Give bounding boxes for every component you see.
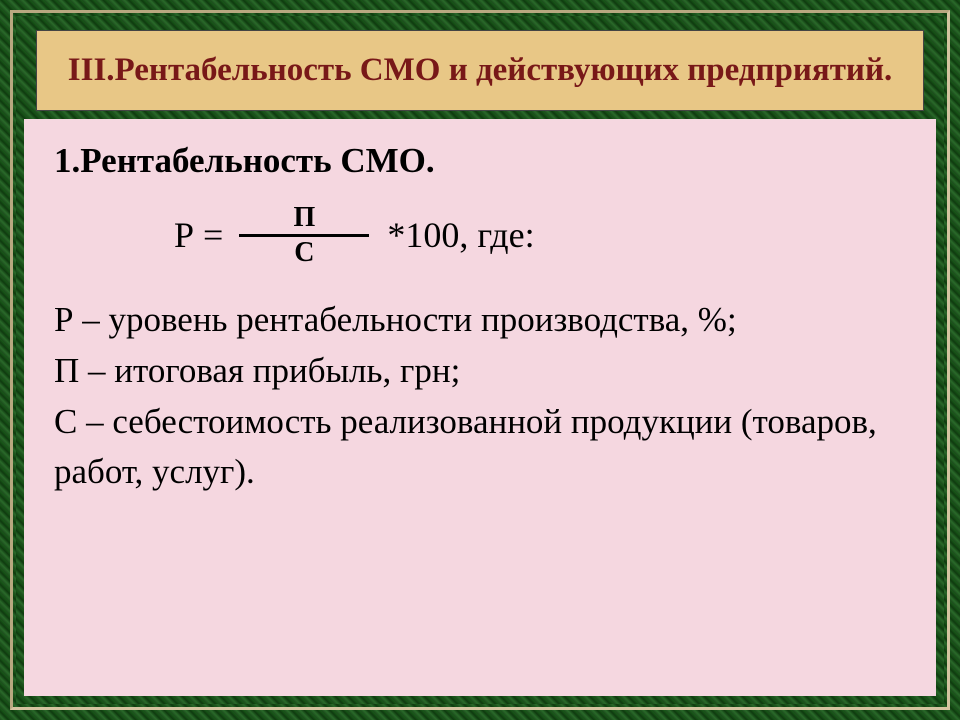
definition-line: Р – уровень рентабельности производства,…	[54, 295, 906, 346]
formula-rhs: *100, где:	[387, 211, 534, 260]
definition-line: С – себестоимость реализованной продукци…	[54, 397, 906, 499]
formula: Р = П С *100, где:	[174, 204, 906, 267]
formula-lhs: Р =	[174, 211, 223, 260]
section-heading: 1.Рентабельность СМО.	[54, 137, 906, 184]
inner-frame: III.Рентабельность СМО и действующих пре…	[16, 16, 944, 704]
slide-frame: III.Рентабельность СМО и действующих пре…	[0, 0, 960, 720]
fraction-numerator: П	[293, 204, 315, 234]
decorative-border: III.Рентабельность СМО и действующих пре…	[10, 10, 950, 710]
content-panel: 1.Рентабельность СМО. Р = П С *100, где:…	[24, 119, 936, 696]
fraction-denominator: С	[294, 237, 314, 267]
slide-title: III.Рентабельность СМО и действующих пре…	[67, 49, 893, 92]
formula-fraction: П С	[239, 204, 369, 267]
definition-line: П – итоговая прибыль, грн;	[54, 346, 906, 397]
title-bar: III.Рентабельность СМО и действующих пре…	[36, 30, 924, 111]
definitions-block: Р – уровень рентабельности производства,…	[54, 295, 906, 498]
